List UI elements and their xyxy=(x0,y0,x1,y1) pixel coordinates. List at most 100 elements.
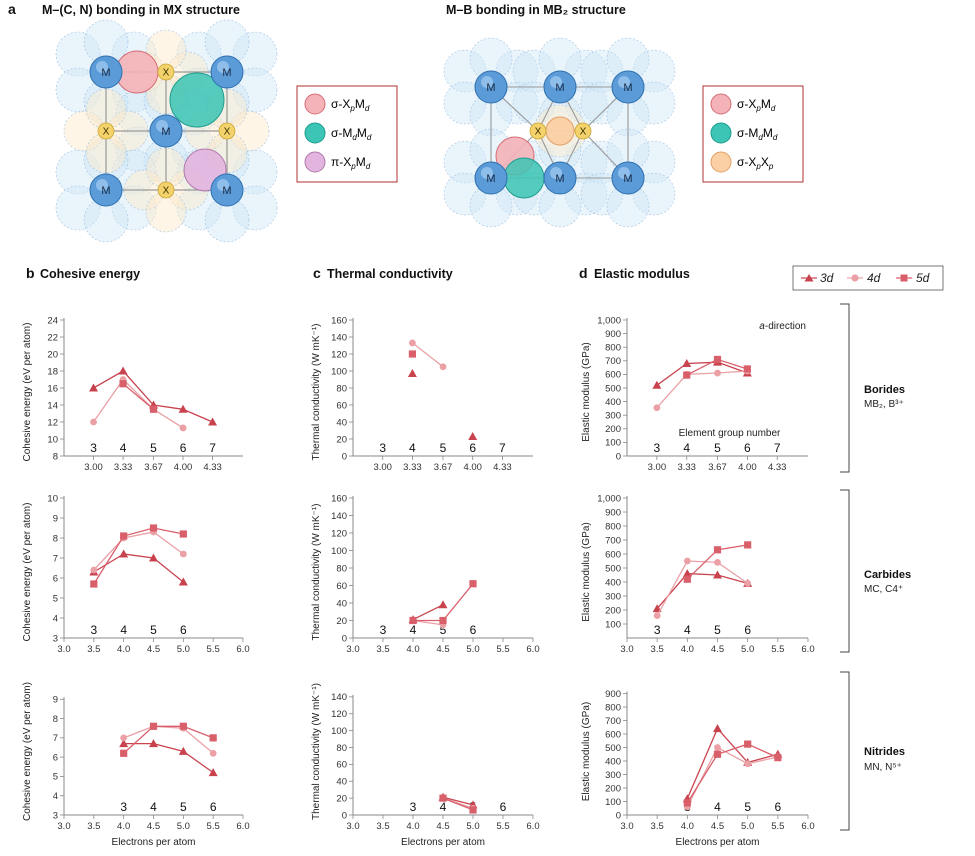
x-label-c3: Electrons per atom xyxy=(401,837,485,848)
x-tick-label-d2-2: 4.0 xyxy=(681,644,694,655)
y-tick-label-b1-4: 16 xyxy=(47,383,58,394)
mb2-metal-atom-2-label: M xyxy=(623,82,632,94)
mb2-metal-atom-0-label: M xyxy=(486,82,495,94)
group-number-b2-1: 4 xyxy=(120,623,127,637)
group-number-d1-3: 6 xyxy=(744,441,751,455)
mx-x-cloud-2-1 xyxy=(228,110,270,152)
point-d3-5d-3 xyxy=(774,754,782,762)
y-tick-label-b1-2: 12 xyxy=(47,417,58,428)
x-label-b3: Electrons per atom xyxy=(112,837,196,848)
y-tick-label-c2-5: 100 xyxy=(331,546,347,557)
y-tick-label-c2-2: 40 xyxy=(336,598,347,609)
x-tick-label-b3-0: 3.0 xyxy=(57,821,70,832)
point-d3-4d-1 xyxy=(714,744,721,751)
y-tick-label-b3-6: 9 xyxy=(53,695,58,706)
group-number-d2-3: 6 xyxy=(744,623,751,637)
mx-metal-cloud-4-2 xyxy=(176,185,222,231)
y-label-d2: Elastic modulus (GPa) xyxy=(581,522,592,621)
group-number-d1-2: 5 xyxy=(714,441,721,455)
x-tick-label-d2-4: 5.0 xyxy=(741,644,754,655)
y-tick-label-d1-2: 200 xyxy=(605,424,621,435)
x-tick-label-b3-1: 3.5 xyxy=(87,821,100,832)
point-c1-4d-1 xyxy=(439,363,447,371)
y-tick-label-d3-3: 300 xyxy=(605,770,621,781)
mb2-metal-atom-4-label: M xyxy=(555,173,564,185)
x-tick-label-c3-1: 3.5 xyxy=(376,821,389,832)
point-b3-5d-0 xyxy=(120,749,128,757)
y-tick-label-d1-7: 700 xyxy=(605,356,621,367)
y-tick-label-d2-0: 100 xyxy=(605,619,621,630)
mb2-metal-atom-5-highlight xyxy=(618,167,630,179)
group-number-b2-0: 3 xyxy=(90,623,97,637)
series-line-c1-4d xyxy=(411,342,444,368)
point-d2-3d-1 xyxy=(682,569,692,578)
row-label-nitrides: Nitrides xyxy=(864,746,905,758)
mb2-nonmetal-atom-0 xyxy=(529,122,547,140)
series-line-b1-4d xyxy=(92,378,184,429)
y-tick-label-b2-7: 10 xyxy=(47,493,58,504)
point-b3-3d-0 xyxy=(119,739,129,748)
point-d2-3d-2 xyxy=(713,570,722,579)
point-d1-5d-1 xyxy=(713,355,722,364)
y-tick-label-d1-6: 600 xyxy=(605,370,621,381)
y-tick-label-c3-4: 80 xyxy=(336,743,347,754)
mx-metal-atom-2-label: M xyxy=(161,126,170,138)
row-label-carbides: Carbides xyxy=(864,569,911,581)
mx-nonmetal-atom-0 xyxy=(157,63,175,81)
x-tick-label-b2-1: 3.5 xyxy=(87,644,100,655)
point-d2-4d-0 xyxy=(653,612,661,619)
mx-metal-atom-1-label: M xyxy=(222,67,231,79)
x-tick-label-c3-4: 5.0 xyxy=(466,821,479,832)
y-label-d1: Elastic modulus (GPa) xyxy=(581,342,592,441)
right-legend-label-1: σ-MdMd xyxy=(737,126,778,142)
mb2-metal-atom-5-label: M xyxy=(623,173,632,185)
group-number-b2-3: 6 xyxy=(180,623,187,637)
group-number-d1-0: 3 xyxy=(654,441,661,455)
mx-x-cloud-0-2 xyxy=(145,29,187,71)
group-number-d1-1: 4 xyxy=(683,441,690,455)
y-tick-label-b3-0: 3 xyxy=(53,810,58,821)
point-d3-4d-2 xyxy=(744,760,752,768)
mb2-structure-diagram: M M M M M M X X xyxy=(443,37,676,228)
y-tick-label-c1-3: 60 xyxy=(336,400,347,411)
group-number-b1-1: 4 xyxy=(120,441,127,455)
series-line-d3-3d xyxy=(686,727,778,800)
mx-metal-cloud-1-3 xyxy=(232,67,278,113)
x-tick-label-c3-5: 5.5 xyxy=(496,821,509,832)
point-d2-5d-2 xyxy=(744,541,752,549)
group-number-b3-3: 6 xyxy=(210,800,217,814)
group-number-c3-3: 6 xyxy=(500,800,507,814)
y-tick-label-d2-5: 600 xyxy=(605,549,621,560)
mb2-metal-atom-3-highlight xyxy=(481,167,493,179)
series-line-d3-4d xyxy=(686,746,778,808)
chart-b1: 8 10 12 14 16 18 20 22 24 3.00 3.33 3.67 4.00 4.33 Coh… xyxy=(22,315,243,473)
x-tick-label-b2-4: 5.0 xyxy=(177,644,190,655)
y-tick-label-d3-9: 900 xyxy=(605,689,621,700)
y-tick-label-d2-3: 400 xyxy=(605,577,621,588)
group-number-c1-3: 6 xyxy=(469,441,476,455)
x-tick-label-c2-0: 3.0 xyxy=(346,644,359,655)
group-number-d1-4: 7 xyxy=(774,441,781,455)
y-tick-label-d2-4: 500 xyxy=(605,563,621,574)
point-d3-5d-2 xyxy=(744,740,752,748)
y-tick-label-b2-0: 3 xyxy=(53,633,58,644)
y-label-b3: Cohesive energy (eV per atom) xyxy=(22,682,33,821)
x-tick-label-d2-0: 3.0 xyxy=(620,644,633,655)
panel-b-letter: b xyxy=(26,265,35,281)
x-tick-label-d2-1: 3.5 xyxy=(651,644,664,655)
mx-orbital-sigma-mm xyxy=(169,72,225,128)
mx-metal-cloud-1-4 xyxy=(204,19,250,65)
y-tick-label-b2-2: 5 xyxy=(53,593,58,604)
mb2-metal-atom-0-highlight xyxy=(481,76,493,88)
y-label-b2: Cohesive energy (eV per atom) xyxy=(22,503,33,642)
mx-nonmetal-atom-2-label: X xyxy=(224,127,231,138)
y-tick-label-b1-7: 22 xyxy=(47,332,58,343)
mx-structure-diagram: M M M M M X X X X xyxy=(55,19,278,243)
y-tick-label-d3-5: 500 xyxy=(605,743,621,754)
x-tick-label-c1-1: 3.33 xyxy=(403,462,422,473)
panel-a-right-title: M–B bonding in MB₂ structure xyxy=(446,3,626,17)
right-legend-label-0: σ-XpMd xyxy=(737,97,776,113)
point-d1-5d-2 xyxy=(743,365,751,373)
group-number-b2-2: 5 xyxy=(150,623,157,637)
mx-nonmetal-atom-3 xyxy=(157,181,175,199)
